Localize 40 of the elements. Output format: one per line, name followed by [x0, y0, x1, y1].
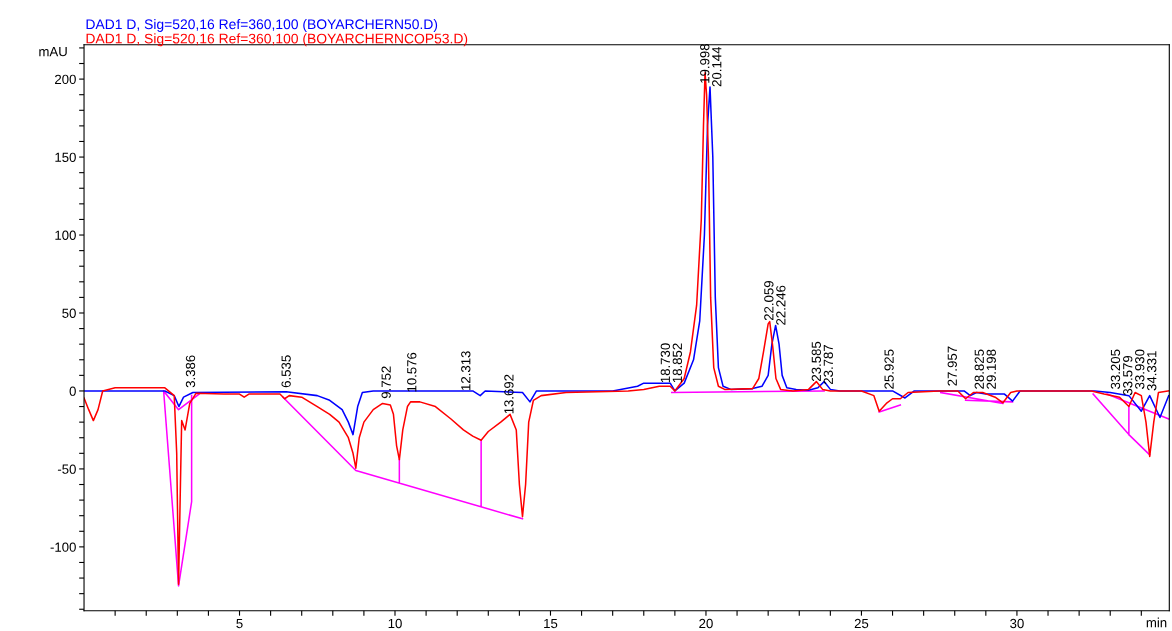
annotation: 9.752 [381, 366, 391, 399]
annotation: 3.386 [185, 355, 196, 388]
annotation: 18.852 [672, 343, 683, 383]
annotation: 22.059 [764, 281, 774, 321]
y-tick-label: 200 [55, 74, 76, 85]
annotation: 18.730 [660, 343, 671, 383]
text: DAD1 D, Sig=520,16 Ref=360,100 (BOYARCHERN50.D) [86, 18, 438, 32]
annotation: 23.585 [811, 341, 821, 381]
annotation: 23.787 [823, 345, 833, 385]
x-tick-label: 30 [1010, 618, 1024, 629]
annotation: 28.825 [974, 349, 984, 389]
annotation: 20.144 [712, 46, 722, 87]
text: DAD1 D, Sig=520,16 Ref=360,100 (BOYARCHERNCOP53.D) [86, 33, 468, 47]
annotation: 34.331 [1147, 351, 1157, 391]
annotation: 6.535 [281, 355, 291, 388]
x-tick-label: 20 [699, 618, 713, 629]
annotation: 33.579 [1123, 355, 1133, 396]
y-axis-title: mAU [39, 47, 67, 57]
x-tick-label: 25 [854, 618, 869, 629]
annotation: 33.205 [1110, 349, 1121, 389]
line-series [84, 86, 1170, 436]
y-tick-label: -50 [57, 464, 76, 474]
x-axis-title: min [1146, 617, 1167, 628]
annotation: 22.246 [776, 285, 786, 325]
y-tick-label: 100 [55, 230, 76, 240]
annotation: 19.998 [700, 44, 710, 83]
y-tick-label: 150 [55, 152, 76, 162]
x-tick-label: 5 [236, 618, 243, 629]
y-tick-label: -100 [50, 542, 76, 552]
annotation: 25.925 [884, 349, 894, 389]
y-tick-label: 0 [69, 386, 76, 396]
annotation: 13.692 [504, 374, 514, 414]
annotation: 12.313 [461, 351, 471, 390]
annotation: 29.198 [986, 349, 996, 389]
annotation: 33.930 [1135, 349, 1145, 389]
x-tick-label: 15 [544, 618, 558, 629]
y-tick-label: 50 [62, 308, 76, 318]
x-tick-label: 10 [388, 618, 402, 629]
annotation: 27.957 [947, 346, 957, 386]
annotation: 10.576 [407, 352, 417, 392]
